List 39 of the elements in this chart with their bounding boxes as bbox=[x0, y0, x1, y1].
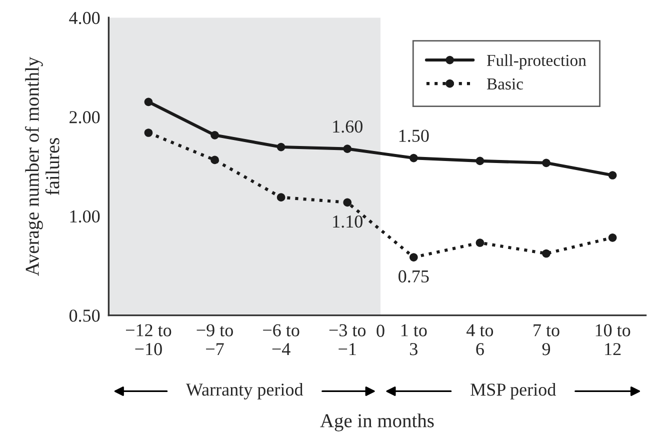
point bbox=[410, 154, 418, 162]
legend-label: Full-protection bbox=[486, 54, 586, 70]
point bbox=[542, 158, 550, 168]
point bbox=[210, 131, 219, 140]
point bbox=[343, 198, 352, 207]
text: MSP period bbox=[470, 383, 556, 400]
text: Warranty period bbox=[186, 383, 304, 400]
x-tick-label: 1 to 3 bbox=[401, 324, 427, 356]
x-tick-label: −3 to −1 bbox=[329, 324, 366, 356]
point bbox=[476, 156, 484, 166]
point bbox=[144, 98, 153, 106]
legend-label: Basic bbox=[486, 78, 523, 90]
y-tick-label: 2.00 bbox=[70, 111, 100, 124]
point bbox=[542, 249, 550, 258]
y-axis-title: Average number of monthly failures bbox=[24, 56, 60, 276]
x-tick-label: −9 to −7 bbox=[196, 324, 233, 356]
x-tick-label: 10 to 12 bbox=[596, 324, 630, 356]
annotation: 1.50 bbox=[399, 130, 429, 142]
point bbox=[410, 253, 418, 262]
y-tick-label: 1.00 bbox=[70, 210, 100, 223]
text: 0 bbox=[376, 324, 384, 337]
point bbox=[608, 171, 617, 180]
annotation: 0.75 bbox=[398, 270, 429, 283]
x-axis-title: Age in months bbox=[320, 414, 434, 432]
point bbox=[276, 193, 286, 202]
point bbox=[476, 238, 484, 247]
x-tick-label: 4 to 6 bbox=[466, 324, 494, 356]
point bbox=[276, 142, 286, 152]
point bbox=[608, 234, 617, 242]
point bbox=[343, 144, 352, 153]
y-tick-label: 0.50 bbox=[69, 310, 100, 322]
x-tick-label: −12 to −10 bbox=[126, 324, 172, 356]
annotation: 1.10 bbox=[333, 215, 362, 228]
annotation: 1.60 bbox=[333, 120, 362, 133]
y-tick-label: 4.00 bbox=[69, 12, 100, 24]
point bbox=[210, 156, 219, 164]
x-tick-label: 7 to 9 bbox=[534, 324, 560, 356]
x-tick-label: −6 to −4 bbox=[263, 324, 300, 356]
point bbox=[144, 128, 153, 137]
